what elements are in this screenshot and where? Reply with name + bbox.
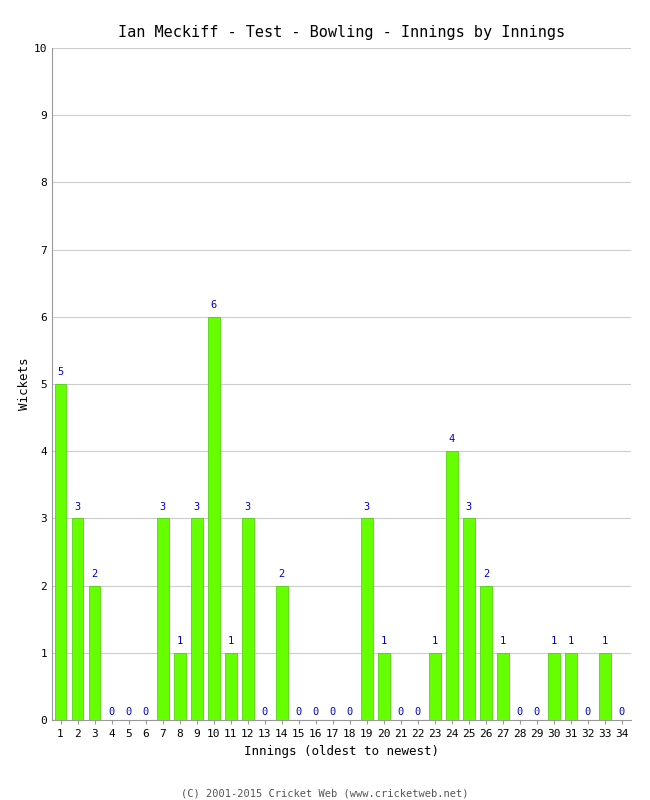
Y-axis label: Wickets: Wickets	[18, 358, 31, 410]
Text: 1: 1	[551, 636, 557, 646]
Bar	[446, 451, 458, 720]
Text: 0: 0	[534, 706, 540, 717]
Text: 1: 1	[568, 636, 574, 646]
Bar	[276, 586, 288, 720]
Text: 4: 4	[448, 434, 455, 445]
Text: 1: 1	[381, 636, 387, 646]
Text: 0: 0	[398, 706, 404, 717]
Bar	[463, 518, 474, 720]
Text: 0: 0	[109, 706, 114, 717]
Bar	[565, 653, 577, 720]
Text: 0: 0	[619, 706, 625, 717]
Text: 2: 2	[483, 569, 489, 579]
Text: 0: 0	[585, 706, 591, 717]
Text: 2: 2	[279, 569, 285, 579]
Text: 1: 1	[602, 636, 608, 646]
Bar	[174, 653, 185, 720]
Bar	[190, 518, 203, 720]
Text: 1: 1	[500, 636, 506, 646]
Text: 6: 6	[211, 300, 216, 310]
Bar	[157, 518, 168, 720]
Text: 0: 0	[125, 706, 132, 717]
Text: 3: 3	[159, 502, 166, 512]
Text: 0: 0	[346, 706, 353, 717]
Bar	[361, 518, 372, 720]
Text: 3: 3	[466, 502, 472, 512]
Text: 0: 0	[142, 706, 149, 717]
Bar	[242, 518, 254, 720]
Text: 3: 3	[74, 502, 81, 512]
Text: 3: 3	[194, 502, 200, 512]
Bar	[480, 586, 492, 720]
Text: 0: 0	[296, 706, 302, 717]
Bar	[55, 384, 66, 720]
Bar	[208, 317, 220, 720]
Bar	[429, 653, 441, 720]
Text: 1: 1	[177, 636, 183, 646]
Text: 0: 0	[261, 706, 268, 717]
Text: 3: 3	[363, 502, 370, 512]
Bar	[225, 653, 237, 720]
X-axis label: Innings (oldest to newest): Innings (oldest to newest)	[244, 745, 439, 758]
Text: 0: 0	[415, 706, 421, 717]
Bar	[497, 653, 509, 720]
Text: 3: 3	[244, 502, 251, 512]
Title: Ian Meckiff - Test - Bowling - Innings by Innings: Ian Meckiff - Test - Bowling - Innings b…	[118, 25, 565, 40]
Text: 2: 2	[92, 569, 98, 579]
Bar	[548, 653, 560, 720]
Text: (C) 2001-2015 Cricket Web (www.cricketweb.net): (C) 2001-2015 Cricket Web (www.cricketwe…	[181, 788, 469, 798]
Bar	[599, 653, 611, 720]
Text: 5: 5	[57, 367, 64, 378]
Bar	[88, 586, 101, 720]
Bar	[72, 518, 83, 720]
Text: 0: 0	[517, 706, 523, 717]
Text: 1: 1	[227, 636, 234, 646]
Bar	[378, 653, 390, 720]
Text: 1: 1	[432, 636, 438, 646]
Text: 0: 0	[313, 706, 319, 717]
Text: 0: 0	[330, 706, 336, 717]
